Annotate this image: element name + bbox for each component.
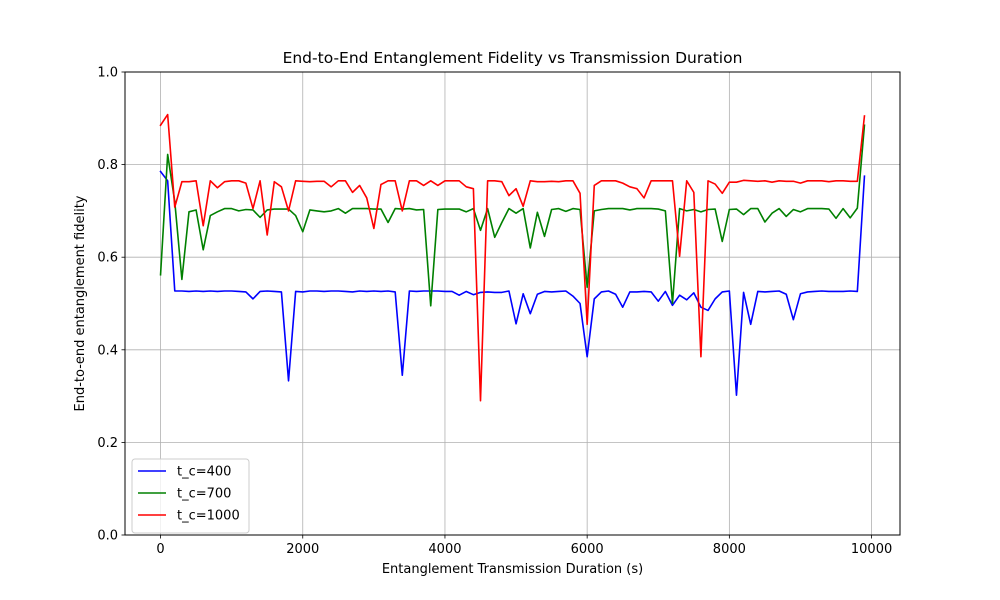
series-line-t-c-1000 — [159, 113, 866, 402]
y-tick-label: 0.0 — [97, 529, 118, 544]
legend: t_c=400 t_c=700 t_c=1000 — [131, 458, 250, 534]
x-tick-label: 4000 — [428, 542, 461, 557]
y-tick-label: 0.2 — [97, 436, 118, 451]
series-line-t-c-700 — [159, 124, 866, 307]
x-tick-label: 0 — [156, 542, 164, 557]
legend-label: t_c=700 — [177, 487, 231, 502]
series-group — [159, 113, 866, 402]
x-tick-label: 8000 — [713, 542, 746, 557]
x-tick-label: 2000 — [286, 542, 319, 557]
plot-frame — [124, 71, 901, 536]
y-tick-label: 0.4 — [97, 343, 118, 358]
x-tick-label: 6000 — [571, 542, 604, 557]
y-tick-label: 0.8 — [97, 158, 118, 173]
axis-ticks: 0 2000 4000 6000 8000 10000 0.0 0.2 0.4 0.6 0.8 1.0 — [97, 66, 892, 558]
x-tick-label: 10000 — [851, 542, 892, 557]
x-axis-label: Entanglement Transmission Duration (s) — [382, 562, 643, 577]
chart-title: End-to-End Entanglement Fidelity vs Tran… — [283, 49, 743, 67]
y-tick-label: 0.6 — [97, 251, 118, 266]
y-axis-label: End-to-end entanglement fidelity — [73, 195, 88, 411]
legend-label: t_c=400 — [177, 465, 231, 480]
legend-label: t_c=1000 — [177, 509, 240, 524]
series-line-t-c-400 — [159, 170, 866, 396]
y-tick-label: 1.0 — [97, 66, 118, 81]
